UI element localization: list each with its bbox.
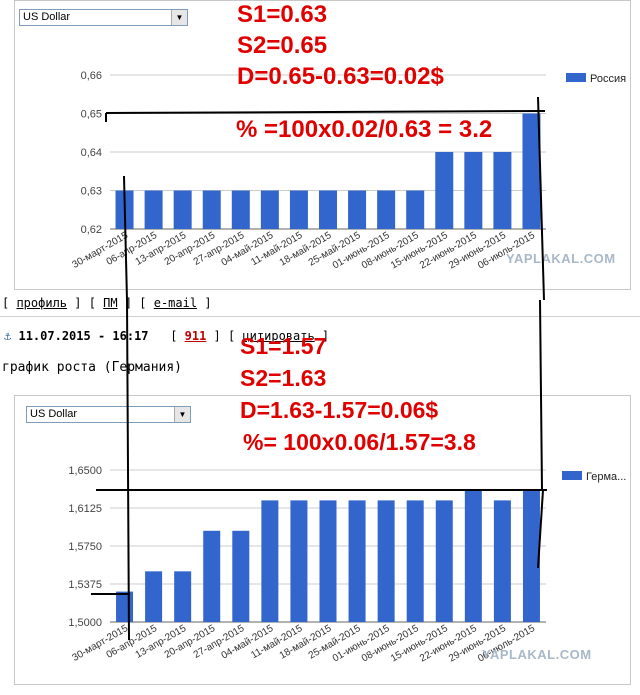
bar	[377, 190, 396, 229]
chart-germany: 1,50001,53751,57501,61251,650030-март-20…	[68, 465, 626, 665]
bar	[493, 500, 511, 622]
y-tick-label: 1,5750	[68, 541, 102, 553]
bar	[348, 190, 367, 229]
bar	[435, 152, 454, 229]
annotation-d-germany: D=1.63-1.57=0.06$	[240, 397, 439, 423]
post-header: ⚓ 11.07.2015 - 16:17 [ 911 ] [ цитироват…	[4, 329, 330, 343]
bar	[522, 113, 541, 229]
annotation-s2-germany: S2=1.63	[240, 365, 327, 391]
y-tick-label: 0,63	[81, 186, 102, 198]
bar	[202, 190, 221, 229]
forum-links: [ профиль ] [ ПМ ] [ e-mail ]	[2, 296, 212, 310]
y-tick-label: 0,65	[81, 109, 102, 121]
annotation-s2: S2=0.65	[237, 32, 328, 59]
bar	[319, 500, 337, 622]
bar	[377, 500, 395, 622]
bar	[406, 500, 424, 622]
currency-select-value-germany: US Dollar	[30, 408, 78, 420]
annotation-d: D=0.65-0.63=0.02$	[237, 63, 444, 90]
bar	[348, 500, 366, 622]
bar	[522, 490, 540, 622]
y-tick-label: 0,62	[81, 224, 102, 236]
divider	[0, 316, 640, 317]
legend-label: Россия	[590, 73, 626, 85]
chevron-down-icon[interactable]: ▼	[174, 407, 190, 422]
annotation-percent-germany: %= 100x0.06/1.57=3.8	[243, 429, 476, 455]
pm-link[interactable]: ПМ	[103, 296, 118, 310]
watermark-top: YAPLAKAL.COM	[506, 251, 616, 266]
bar	[464, 490, 482, 622]
bar	[260, 190, 279, 229]
y-tick-label: 0,64	[81, 147, 102, 159]
bar	[174, 571, 192, 622]
y-tick-label: 0,66	[81, 70, 102, 82]
bar	[173, 190, 192, 229]
legend-label: Герма...	[586, 471, 626, 483]
bar	[145, 571, 163, 622]
annotation-percent: % =100x0.02/0.63 = 3.2	[236, 116, 493, 143]
post-timestamp: 11.07.2015 - 16:17	[18, 329, 149, 343]
bar	[290, 500, 308, 622]
bar	[115, 190, 134, 229]
currency-select-value: US Dollar	[23, 11, 71, 23]
annotation-s1: S1=0.63	[237, 1, 328, 28]
bar	[231, 190, 250, 229]
currency-select[interactable]: US Dollar ▼	[19, 9, 188, 26]
bar	[493, 152, 512, 229]
bar	[289, 190, 308, 229]
quote-link[interactable]: цитировать	[242, 329, 315, 343]
y-tick-label: 1,6500	[68, 465, 102, 477]
bar	[203, 530, 221, 622]
legend-swatch	[566, 73, 586, 82]
anchor-icon[interactable]: ⚓	[4, 329, 12, 343]
email-link[interactable]: e-mail	[153, 296, 198, 310]
bar	[319, 190, 337, 229]
annotation-s1-germany: S1=1.57	[240, 333, 327, 359]
y-tick-label: 1,5000	[68, 617, 102, 629]
chart-russia: 0,620,630,640,650,6630-март-201506-апр-2…	[71, 70, 627, 272]
legend-swatch	[562, 471, 582, 480]
currency-select-germany[interactable]: US Dollar ▼	[26, 406, 191, 423]
chevron-down-icon[interactable]: ▼	[171, 10, 187, 25]
profile-link[interactable]: профиль	[16, 296, 68, 310]
bar	[435, 500, 453, 622]
bar	[144, 190, 163, 229]
y-tick-label: 1,5375	[68, 579, 102, 591]
bar	[406, 190, 425, 229]
bar	[261, 500, 279, 622]
post-number-link[interactable]: 911	[184, 329, 207, 343]
bar	[116, 591, 134, 622]
bar	[464, 152, 483, 229]
watermark-bottom: YAPLAKAL.COM	[482, 647, 592, 662]
post-caption: график роста (Германия)	[2, 360, 183, 375]
bar	[232, 530, 250, 622]
y-tick-label: 1,6125	[68, 503, 102, 515]
